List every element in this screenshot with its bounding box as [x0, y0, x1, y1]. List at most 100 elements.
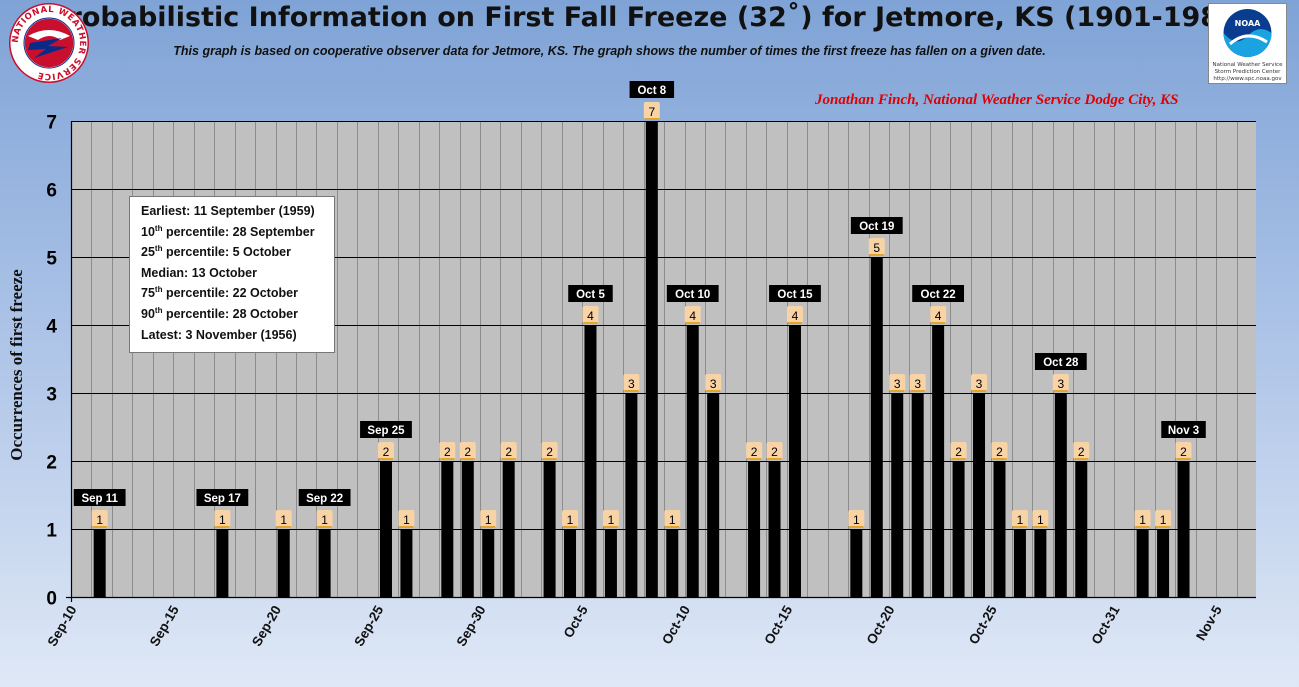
- value-label-bg: [684, 306, 701, 323]
- value-label: 2: [546, 445, 553, 459]
- value-label-bg: [1134, 510, 1151, 527]
- bar: [1054, 393, 1067, 597]
- value-label-glow: [1012, 526, 1027, 528]
- value-label: 1: [1139, 513, 1146, 527]
- bar: [1136, 529, 1149, 597]
- value-label: 4: [792, 309, 799, 323]
- value-label-glow: [1074, 458, 1089, 460]
- bar: [870, 257, 883, 597]
- value-label-bg: [909, 374, 926, 391]
- date-callout-bg: [1161, 421, 1206, 438]
- value-label-bg: [439, 442, 456, 459]
- bar: [952, 461, 965, 597]
- page-subtitle: This graph is based on cooperative obser…: [173, 44, 1046, 58]
- value-label-glow: [563, 526, 578, 528]
- bar: [1075, 461, 1088, 597]
- value-label-glow: [972, 390, 987, 392]
- bar: [1177, 461, 1190, 597]
- value-label-glow: [1156, 526, 1171, 528]
- value-label: 1: [1037, 513, 1044, 527]
- value-label: 1: [280, 513, 287, 527]
- value-label: 1: [403, 513, 410, 527]
- bar: [1157, 529, 1170, 597]
- y-tick-label: 7: [46, 113, 57, 134]
- value-label: 3: [1057, 377, 1064, 391]
- vertical-gridlines: [71, 121, 1238, 597]
- stat-earliest: Earliest: 11 September (1959): [141, 204, 315, 218]
- value-label: 5: [873, 241, 880, 255]
- value-label-glow: [910, 390, 925, 392]
- bar: [216, 529, 229, 597]
- noaa-line2: Storm Prediction Center: [1214, 69, 1281, 75]
- value-label-glow: [460, 458, 475, 460]
- stat-median: Median: 13 October: [141, 265, 257, 280]
- bar: [788, 325, 801, 597]
- y-tick-label: 2: [46, 453, 57, 474]
- bar: [993, 461, 1006, 597]
- stat-latest: Latest: 3 November (1956): [141, 327, 297, 342]
- value-label-glow: [747, 458, 762, 460]
- x-tick-label: Sep-25: [351, 603, 386, 649]
- value-label-bg: [623, 374, 640, 391]
- bar: [461, 461, 474, 597]
- noaa-emblem-icon: NOAA: [1223, 9, 1272, 58]
- value-label-bg: [275, 510, 292, 527]
- y-tick-label: 0: [46, 589, 57, 610]
- value-label-glow: [317, 526, 332, 528]
- value-label-glow: [931, 322, 946, 324]
- value-label-bg: [971, 374, 988, 391]
- value-label-glow: [92, 526, 107, 528]
- value-label: 2: [1078, 445, 1085, 459]
- nws-logo-icon: NATIONAL WEATHER SERVICE: [9, 3, 89, 83]
- date-callout-bg: [769, 285, 821, 302]
- date-callout-bg: [912, 285, 965, 302]
- value-label-glow: [542, 458, 557, 460]
- bar: [932, 325, 945, 597]
- y-tick-label: 5: [46, 249, 57, 270]
- value-label-bg: [643, 102, 660, 119]
- value-label-glow: [501, 458, 516, 460]
- value-label: 2: [751, 445, 758, 459]
- value-label-bg: [1011, 510, 1028, 527]
- value-label-glow: [685, 322, 700, 324]
- bar: [502, 461, 515, 597]
- date-callout: Oct 28: [1043, 357, 1079, 369]
- value-label-glow: [706, 390, 721, 392]
- bar: [400, 529, 413, 597]
- value-label-bg: [214, 510, 231, 527]
- author-credit: Jonathan Finch, National Weather Service…: [815, 92, 1179, 108]
- value-label-bg: [1175, 442, 1192, 459]
- date-callout: Oct 19: [859, 221, 894, 233]
- value-label-bg: [991, 442, 1008, 459]
- value-label: 3: [894, 377, 901, 391]
- value-label-bg: [950, 442, 967, 459]
- x-tick-label: Oct-5: [561, 603, 591, 641]
- value-label: 1: [321, 513, 328, 527]
- value-label-glow: [603, 526, 618, 528]
- date-callout-bg: [1034, 353, 1087, 370]
- value-label-glow: [1176, 458, 1191, 460]
- date-callout: Oct 8: [637, 85, 666, 97]
- x-tick-label: Nov-5: [1193, 603, 1225, 643]
- x-tick-label: Oct-31: [1089, 603, 1123, 647]
- value-label-bg: [1032, 510, 1049, 527]
- value-label-bg: [868, 238, 885, 255]
- value-label-glow: [1135, 526, 1150, 528]
- value-label: 1: [1017, 513, 1024, 527]
- value-label-bg: [602, 510, 619, 527]
- stat-p75: 75th percentile: 22 October: [141, 285, 298, 301]
- value-label-glow: [787, 322, 802, 324]
- date-callout-bg: [629, 81, 675, 98]
- value-label: 7: [648, 105, 655, 119]
- value-label-bg: [786, 306, 803, 323]
- x-tick-label: Oct-10: [659, 603, 693, 647]
- bar: [645, 121, 658, 597]
- stat-p10: 10th percentile: 28 September: [141, 223, 315, 239]
- value-label-bg: [377, 442, 394, 459]
- bar: [379, 461, 392, 597]
- bar: [564, 529, 577, 597]
- value-label-glow: [276, 526, 291, 528]
- value-label-bg: [705, 374, 722, 391]
- date-callout: Nov 3: [1168, 425, 1199, 437]
